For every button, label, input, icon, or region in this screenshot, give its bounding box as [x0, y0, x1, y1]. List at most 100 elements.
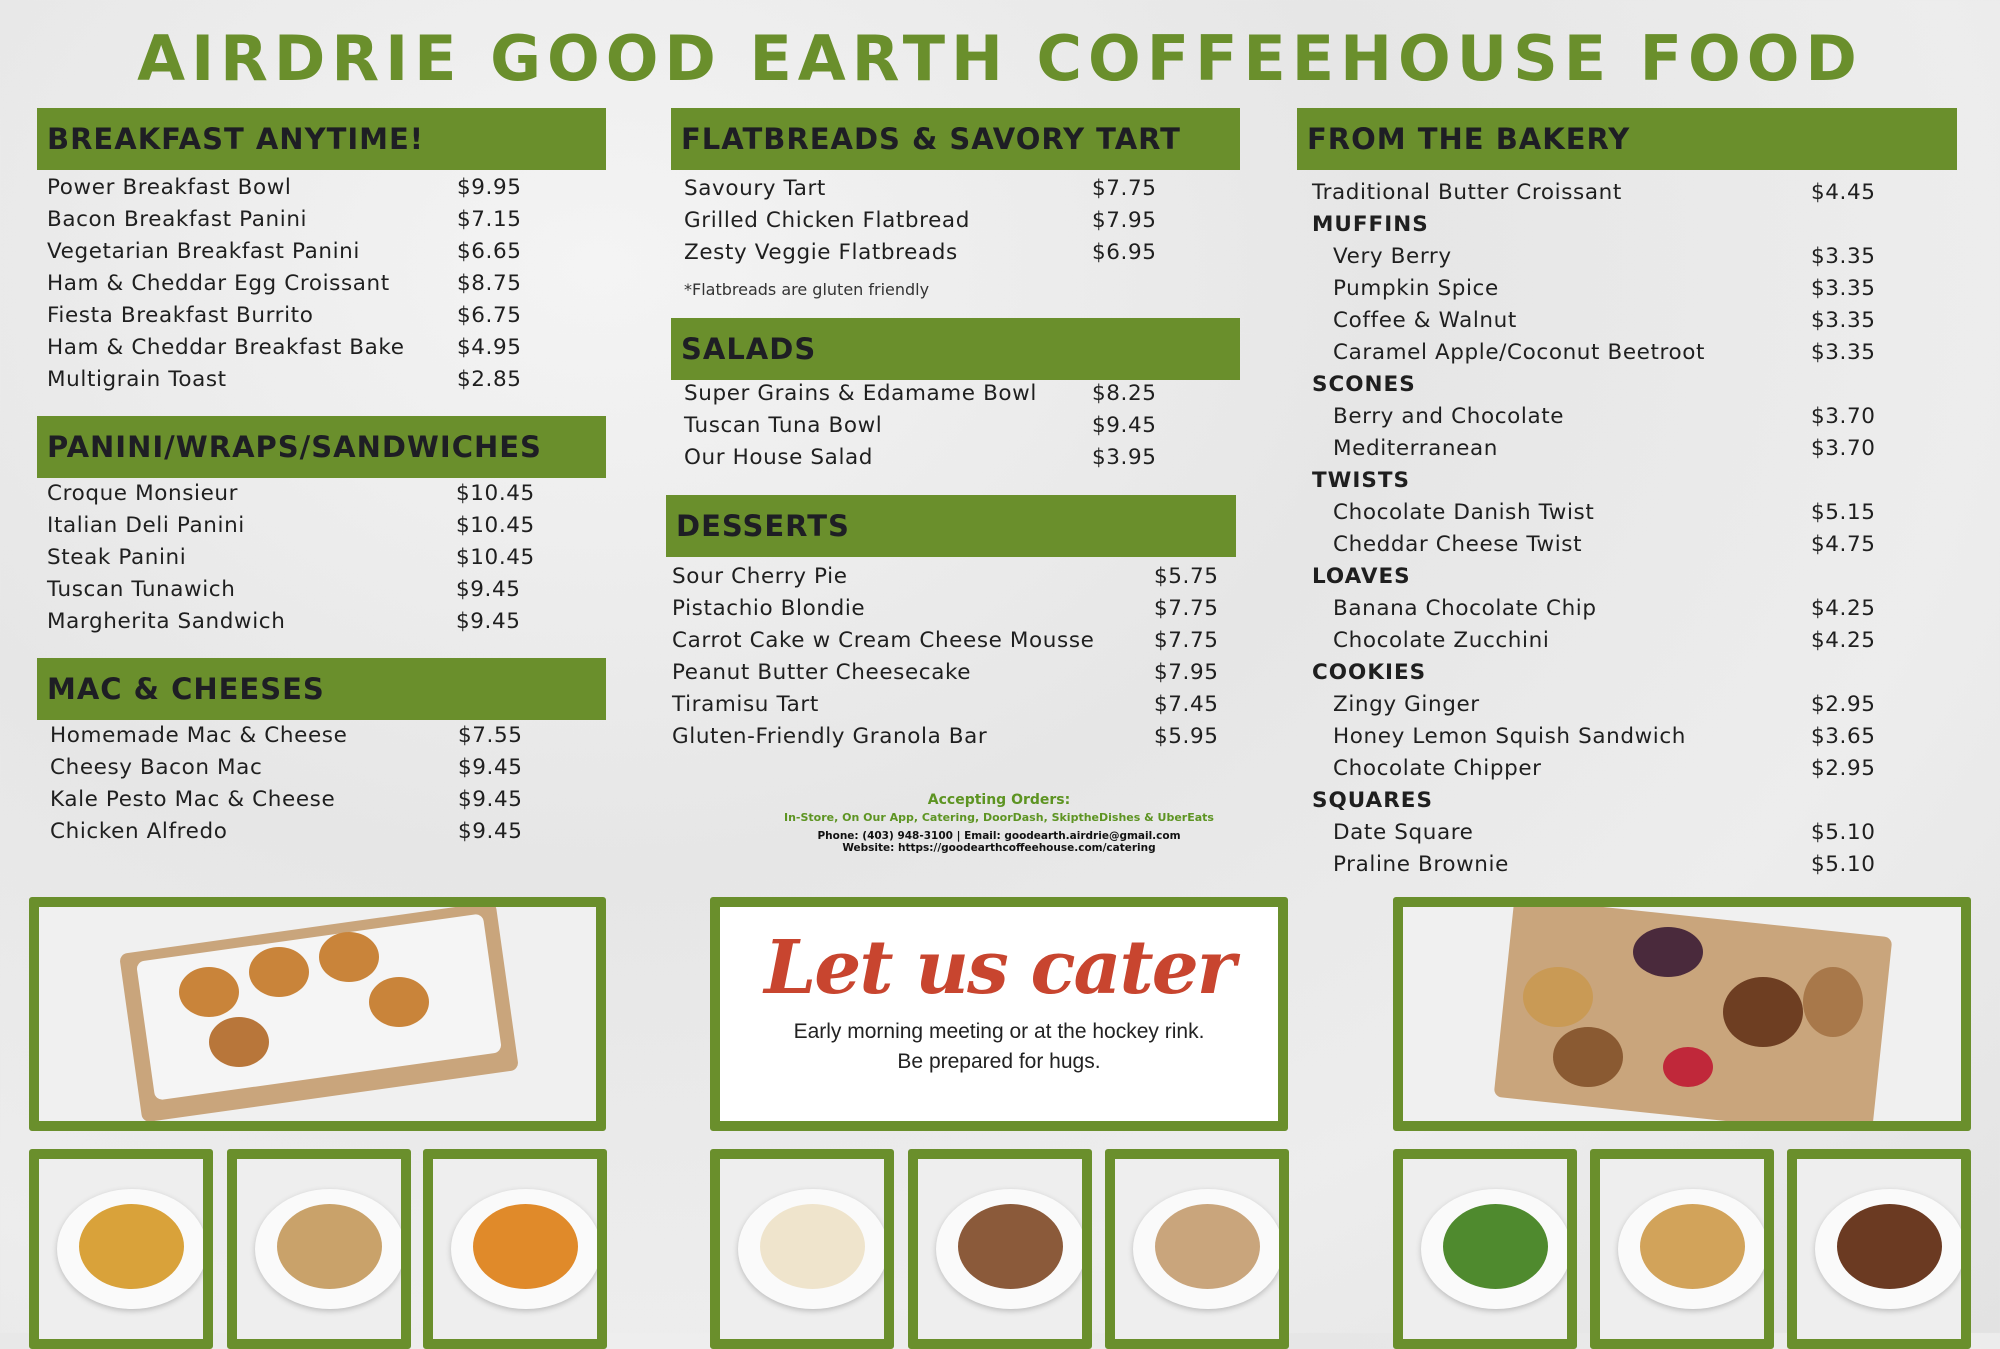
lunch-box-photo — [1105, 1149, 1289, 1349]
item-price: $3.65 — [1811, 724, 1876, 749]
item-price: $4.95 — [457, 335, 522, 360]
item-price: $7.55 — [458, 723, 523, 748]
menu-item: Cheesy Bacon Mac $9.45 — [50, 752, 558, 784]
menu-item: Margherita Sandwich $9.45 — [47, 606, 556, 638]
item-price: $6.65 — [457, 239, 522, 264]
menu-item: Coffee & Walnut $3.35 — [1312, 305, 1911, 337]
wrap-photo — [227, 1149, 411, 1349]
let-us-cater-banner: Let us cater Early morning meeting or at… — [710, 897, 1288, 1131]
salad-bowl-photo — [1590, 1149, 1774, 1349]
item-price: $8.25 — [1092, 381, 1157, 406]
item-price: $7.95 — [1154, 660, 1219, 685]
panini-photo — [908, 1149, 1092, 1349]
item-name: Vegetarian Breakfast Panini — [47, 239, 360, 264]
item-name: Cheesy Bacon Mac — [50, 755, 263, 780]
item-name: Peanut Butter Cheesecake — [672, 660, 972, 685]
menu-item: Power Breakfast Bowl $9.95 — [47, 172, 557, 204]
item-price: $5.10 — [1811, 852, 1876, 877]
item-name: TWISTS — [1312, 468, 1411, 493]
menu-item: Pumpkin Spice $3.35 — [1312, 273, 1911, 305]
menu-item: Praline Brownie $5.10 — [1312, 849, 1911, 881]
menu-category: SQUARES — [1312, 785, 1911, 817]
item-name: Very Berry — [1333, 244, 1452, 269]
item-name: Pumpkin Spice — [1333, 276, 1499, 301]
item-price: $3.70 — [1811, 404, 1876, 429]
item-price: $5.10 — [1811, 820, 1876, 845]
item-name: Mediterranean — [1333, 436, 1498, 461]
menu-item: Chicken Alfredo $9.45 — [50, 816, 558, 848]
item-price: $7.15 — [457, 207, 522, 232]
page-title: AIRDRIE GOOD EARTH COFFEEHOUSE FOOD — [137, 22, 1863, 95]
item-price: $3.35 — [1811, 340, 1876, 365]
menu-item: Peanut Butter Cheesecake $7.95 — [672, 657, 1254, 689]
item-price: $3.35 — [1811, 244, 1876, 269]
menu-item: Gluten-Friendly Granola Bar $5.95 — [672, 721, 1254, 753]
menu-item: Zingy Ginger $2.95 — [1312, 689, 1911, 721]
menu-item: Date Square $5.10 — [1312, 817, 1911, 849]
item-name: Chocolate Zucchini — [1333, 628, 1550, 653]
orders-contact: Phone: (403) 948-3100 | Email: goodearth… — [817, 830, 1181, 842]
item-price: $6.75 — [457, 303, 522, 328]
menu-item: Steak Panini $10.45 — [47, 542, 556, 574]
item-price: $9.45 — [1092, 413, 1157, 438]
panini-items: Croque Monsieur $10.45 Italian Deli Panini… — [47, 478, 556, 638]
salads-section-header: SALADS — [671, 318, 1240, 380]
egg-bake-photo — [29, 1149, 213, 1349]
item-name: Traditional Butter Croissant — [1312, 180, 1622, 205]
item-name: Zingy Ginger — [1333, 692, 1480, 717]
flatbreads-items: Savoury Tart $7.75 Grilled Chicken Flatbre… — [684, 173, 1192, 269]
item-price: $3.70 — [1811, 436, 1876, 461]
item-price: $4.25 — [1811, 628, 1876, 653]
item-name: Carrot Cake w Cream Cheese Mousse — [672, 628, 1095, 653]
item-name: Tiramisu Tart — [672, 692, 819, 717]
item-name: Super Grains & Edamame Bowl — [684, 381, 1037, 406]
menu-item: Grilled Chicken Flatbread $7.95 — [684, 205, 1192, 237]
menu-item: Chocolate Zucchini $4.25 — [1312, 625, 1911, 657]
orders-heading: Accepting Orders: — [927, 792, 1071, 808]
item-name: Date Square — [1333, 820, 1474, 845]
item-name: Chocolate Danish Twist — [1333, 500, 1595, 525]
orders-website: Website: https://goodearthcoffeehouse.co… — [842, 842, 1156, 854]
item-name: COOKIES — [1312, 660, 1427, 685]
item-name: Chicken Alfredo — [50, 819, 228, 844]
item-price: $3.35 — [1811, 308, 1876, 333]
item-price: $7.75 — [1154, 596, 1219, 621]
item-price: $2.85 — [457, 367, 522, 392]
item-name: Grilled Chicken Flatbread — [684, 208, 970, 233]
menu-item: Savoury Tart $7.75 — [684, 173, 1192, 205]
item-name: Chocolate Chipper — [1333, 756, 1542, 781]
sandwich-tray-photo — [29, 897, 606, 1131]
item-price: $9.45 — [456, 577, 521, 602]
item-name: Praline Brownie — [1333, 852, 1509, 877]
menu-category: MUFFINS — [1312, 209, 1911, 241]
item-price: $3.35 — [1811, 276, 1876, 301]
item-price: $9.95 — [457, 175, 522, 200]
menu-item: Our House Salad $3.95 — [684, 442, 1192, 474]
cater-line-1: Early morning meeting or at the hockey r… — [793, 1020, 1205, 1043]
item-price: $7.75 — [1092, 176, 1157, 201]
item-price: $4.45 — [1811, 180, 1876, 205]
item-price: $4.75 — [1811, 532, 1876, 557]
menu-item: Berry and Chocolate $3.70 — [1312, 401, 1911, 433]
menu-item: Zesty Veggie Flatbreads $6.95 — [684, 237, 1192, 269]
menu-category: COOKIES — [1312, 657, 1911, 689]
item-price: $5.95 — [1154, 724, 1219, 749]
menu-item: Fiesta Breakfast Burrito $6.75 — [47, 300, 557, 332]
item-name: SCONES — [1312, 372, 1416, 397]
menu-item: Mediterranean $3.70 — [1312, 433, 1911, 465]
menu-item: Multigrain Toast $2.85 — [47, 364, 557, 396]
flatbreads-section-header: FLATBREADS & SAVORY TART — [671, 108, 1240, 170]
desserts-section-header: DESSERTS — [666, 495, 1236, 557]
menu-category: TWISTS — [1312, 465, 1911, 497]
mac-bowl-photo — [423, 1149, 607, 1349]
menu-item: Sour Cherry Pie $5.75 — [672, 561, 1254, 593]
item-name: Multigrain Toast — [47, 367, 227, 392]
item-name: Gluten-Friendly Granola Bar — [672, 724, 988, 749]
orders-channels: In-Store, On Our App, Catering, DoorDash… — [784, 811, 1214, 824]
item-price: $2.95 — [1811, 756, 1876, 781]
menu-item: Carrot Cake w Cream Cheese Mousse $7.75 — [672, 625, 1254, 657]
item-name: Pistachio Blondie — [672, 596, 866, 621]
menu-item: Chocolate Chipper $2.95 — [1312, 753, 1911, 785]
menu-item: Italian Deli Panini $10.45 — [47, 510, 556, 542]
item-name: Power Breakfast Bowl — [47, 175, 292, 200]
